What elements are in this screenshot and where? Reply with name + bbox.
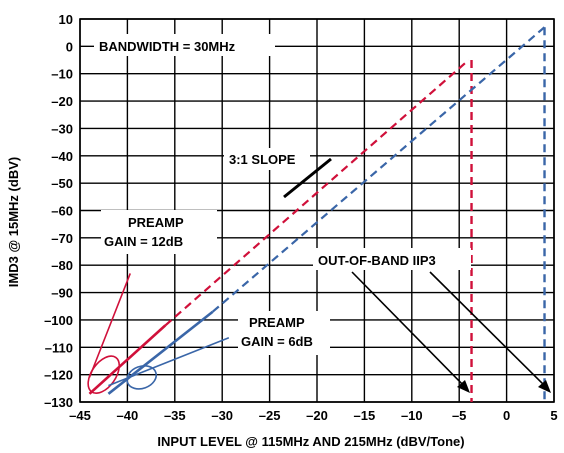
bandwidth-label: BANDWIDTH = 30MHz (99, 39, 236, 54)
x-tick-label: –30 (211, 408, 233, 423)
y-tick-label: –30 (51, 121, 73, 136)
preamp-12db-label-line1: PREAMP (128, 215, 184, 230)
slope-indicator-line (283, 157, 332, 199)
preamp-6db-annotation: PREAMP GAIN = 6dB (238, 311, 330, 355)
x-tick-label: –40 (117, 408, 139, 423)
series-layer (87, 26, 546, 402)
blue-imd3-extrapolated-line (212, 26, 546, 313)
x-tick-label: 0 (503, 408, 510, 423)
preamp-6db-label-line2: GAIN = 6dB (241, 334, 313, 349)
red-ellipse-marker (87, 355, 121, 394)
x-tick-label: –15 (354, 408, 376, 423)
y-tick-label: –10 (51, 67, 73, 82)
y-tick-label: 0 (66, 39, 73, 54)
x-tick-label: –5 (452, 408, 466, 423)
x-axis-label: INPUT LEVEL @ 115MHz AND 215MHz (dBV/Ton… (157, 434, 464, 449)
x-tick-label: 5 (550, 408, 557, 423)
slope-annotation: 3:1 SLOPE (224, 148, 332, 199)
plot-frame (79, 18, 555, 403)
y-tick-label: 10 (59, 12, 73, 27)
iip3-annotation: OUT-OF-BAND IIP3 (313, 248, 551, 393)
preamp-12db-annotation: PREAMP GAIN = 12dB (101, 210, 217, 254)
y-tick-label: –40 (51, 149, 73, 164)
iip3-arrow-right (429, 271, 550, 391)
tick-labels: –45 –40 –35 –30 –25 –20 –15 –10 –5 0 5100–10–20–30… (44, 12, 558, 423)
slope-label: 3:1 SLOPE (229, 152, 296, 167)
x-tick-label: –35 (164, 408, 186, 423)
red-imd3-measured-line (88, 324, 167, 395)
y-tick-label: –50 (51, 176, 73, 191)
y-tick-label: –80 (51, 258, 73, 273)
y-tick-label: –100 (44, 313, 73, 328)
iip3-arrowhead-left (457, 380, 470, 393)
blue-imd3-measured-line (107, 310, 214, 395)
red-fundamental-line (88, 273, 131, 378)
preamp-6db-label-line1: PREAMP (249, 315, 305, 330)
y-tick-label: –20 (51, 94, 73, 109)
y-tick-label: –130 (44, 395, 73, 410)
preamp-12db-label-line2: GAIN = 12dB (104, 234, 183, 249)
x-tick-label: –45 (69, 408, 91, 423)
bandwidth-annotation: BANDWIDTH = 30MHz (94, 34, 275, 56)
x-tick-label: –10 (401, 408, 423, 423)
iip3-label: OUT-OF-BAND IIP3 (318, 253, 436, 268)
y-tick-label: –60 (51, 204, 73, 219)
grid (79, 18, 555, 403)
iip3-arrow-left (351, 271, 469, 391)
y-axis-label: IMD3 @ 15MHz (dBV) (6, 157, 21, 287)
y-tick-label: –110 (45, 340, 73, 355)
x-tick-label: –20 (306, 408, 328, 423)
y-tick-label: –90 (51, 286, 73, 301)
red-imd3-extrapolated-line (164, 59, 470, 327)
iip3-arrowhead-right (538, 380, 551, 393)
blue-ellipse-marker (126, 365, 158, 390)
y-tick-label: –70 (51, 231, 73, 246)
x-tick-label: –25 (259, 408, 281, 423)
y-tick-label: –120 (44, 368, 73, 383)
